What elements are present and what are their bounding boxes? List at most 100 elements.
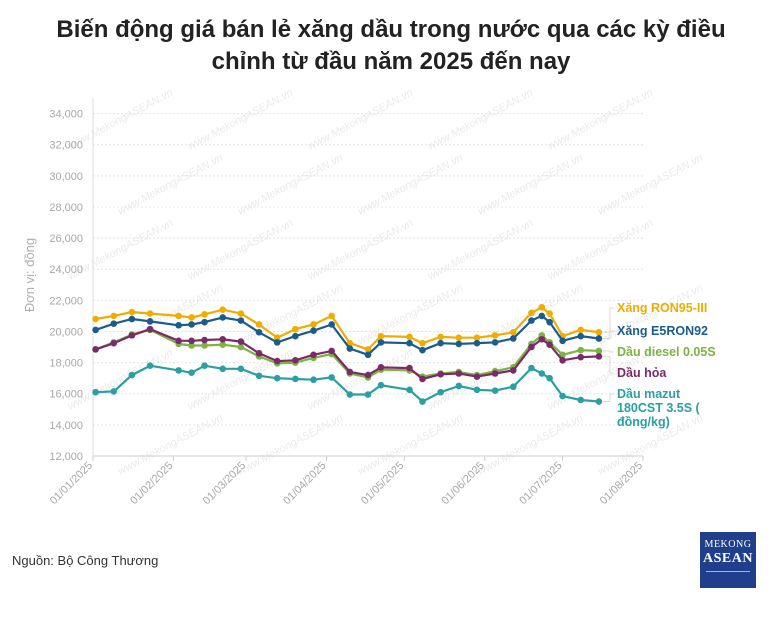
data-point — [292, 356, 299, 364]
data-point — [377, 381, 385, 389]
data-point — [577, 353, 585, 361]
y-tick-label: 26,000 — [49, 233, 83, 245]
data-point — [310, 327, 317, 335]
data-point — [292, 375, 299, 383]
data-point — [128, 315, 136, 323]
data-point — [419, 346, 426, 354]
watermark-text: www.MekongASEAN.vn — [306, 87, 415, 153]
data-point — [273, 357, 281, 365]
data-point — [92, 326, 99, 334]
x-tick-label: 01/01/2025 — [48, 460, 95, 507]
data-point — [92, 388, 99, 396]
data-point — [406, 333, 413, 341]
data-point — [128, 371, 136, 379]
data-point — [473, 386, 481, 394]
y-axis-label: Đơn vị: đồng — [22, 238, 37, 312]
data-point — [188, 337, 195, 345]
data-point — [491, 370, 499, 377]
data-point — [577, 396, 585, 404]
data-point — [419, 398, 426, 405]
y-tick-label: 12,000 — [49, 451, 83, 463]
data-point — [328, 347, 335, 355]
x-tick-label: 01/06/2025 — [439, 460, 486, 507]
source-note: Nguồn: Bộ Công Thương — [12, 553, 159, 568]
data-point — [237, 338, 245, 345]
data-point — [146, 362, 154, 370]
data-point — [188, 314, 195, 321]
mekong-asean-logo: MEKONG ASEAN — [700, 532, 756, 588]
data-point — [419, 339, 426, 347]
watermark-text: www.MekongASEAN.vn — [546, 87, 655, 153]
data-point — [201, 362, 208, 370]
y-tick-label: 22,000 — [49, 295, 83, 307]
data-point — [546, 318, 553, 326]
data-point — [437, 333, 444, 341]
legend-item-line: 180CST 3.5S ( — [617, 401, 701, 415]
data-point — [538, 370, 546, 377]
data-point — [437, 370, 444, 378]
data-point — [538, 304, 546, 311]
data-point — [110, 312, 118, 320]
data-point — [528, 317, 535, 324]
data-point — [255, 328, 263, 336]
y-tick-label: 32,000 — [49, 140, 83, 152]
watermark-text: www.MekongASEAN.vn — [186, 217, 295, 283]
data-point — [546, 341, 553, 349]
x-tick-label: 01/07/2025 — [517, 460, 564, 507]
data-point — [509, 367, 517, 374]
data-point — [188, 342, 195, 349]
data-point — [595, 398, 603, 405]
data-point — [310, 351, 317, 359]
data-point — [455, 370, 463, 377]
data-point — [188, 369, 195, 377]
data-point — [559, 351, 566, 359]
data-point — [328, 374, 335, 381]
data-point — [219, 314, 227, 321]
data-point — [559, 356, 566, 364]
data-point — [346, 345, 354, 352]
data-point — [237, 343, 245, 351]
data-point — [577, 326, 585, 334]
data-point — [219, 306, 227, 313]
logo-line2: ASEAN — [703, 551, 753, 566]
data-point — [188, 321, 195, 328]
data-point — [491, 332, 499, 339]
data-point — [128, 308, 136, 316]
data-point — [146, 310, 154, 317]
legend-item-1: Xăng RON95-III — [617, 301, 707, 315]
data-point — [473, 334, 481, 342]
data-point — [528, 343, 535, 351]
data-point — [437, 388, 444, 396]
data-point — [509, 335, 517, 342]
data-point — [201, 336, 208, 344]
data-point — [292, 325, 299, 333]
y-tick-label: 34,000 — [49, 109, 83, 121]
watermark-text: www.MekongASEAN.vn — [356, 152, 465, 218]
watermark-text: www.MekongASEAN.vn — [426, 87, 535, 153]
watermark-text: www.MekongASEAN.vn — [546, 217, 655, 283]
data-point — [237, 310, 245, 317]
data-point — [273, 334, 281, 342]
data-point — [595, 335, 603, 342]
series-4 — [92, 325, 603, 383]
y-tick-label: 28,000 — [49, 202, 83, 214]
series-1 — [92, 304, 603, 353]
data-point — [110, 339, 118, 347]
series-2 — [92, 312, 603, 359]
data-point — [538, 312, 546, 320]
y-tick-label: 16,000 — [49, 389, 83, 401]
data-point — [201, 318, 208, 326]
watermark-layer: www.MekongASEAN.vn www.MekongASEAN.vn www.… — [66, 87, 705, 478]
y-tick-label: 24,000 — [49, 264, 83, 276]
data-point — [92, 315, 99, 323]
data-point — [595, 328, 603, 336]
data-point — [346, 391, 354, 398]
legend-item-5: Dầu mazut 180CST 3.5S (đồng/kg) — [617, 387, 701, 429]
watermark-text: www.MekongASEAN.vn — [116, 152, 225, 218]
chart-title-line2: chỉnh từ đầu năm 2025 đến nay — [211, 48, 571, 75]
data-point — [509, 383, 517, 391]
data-point — [491, 339, 499, 346]
data-point — [509, 328, 517, 336]
y-tick-label: 20,000 — [49, 326, 83, 338]
